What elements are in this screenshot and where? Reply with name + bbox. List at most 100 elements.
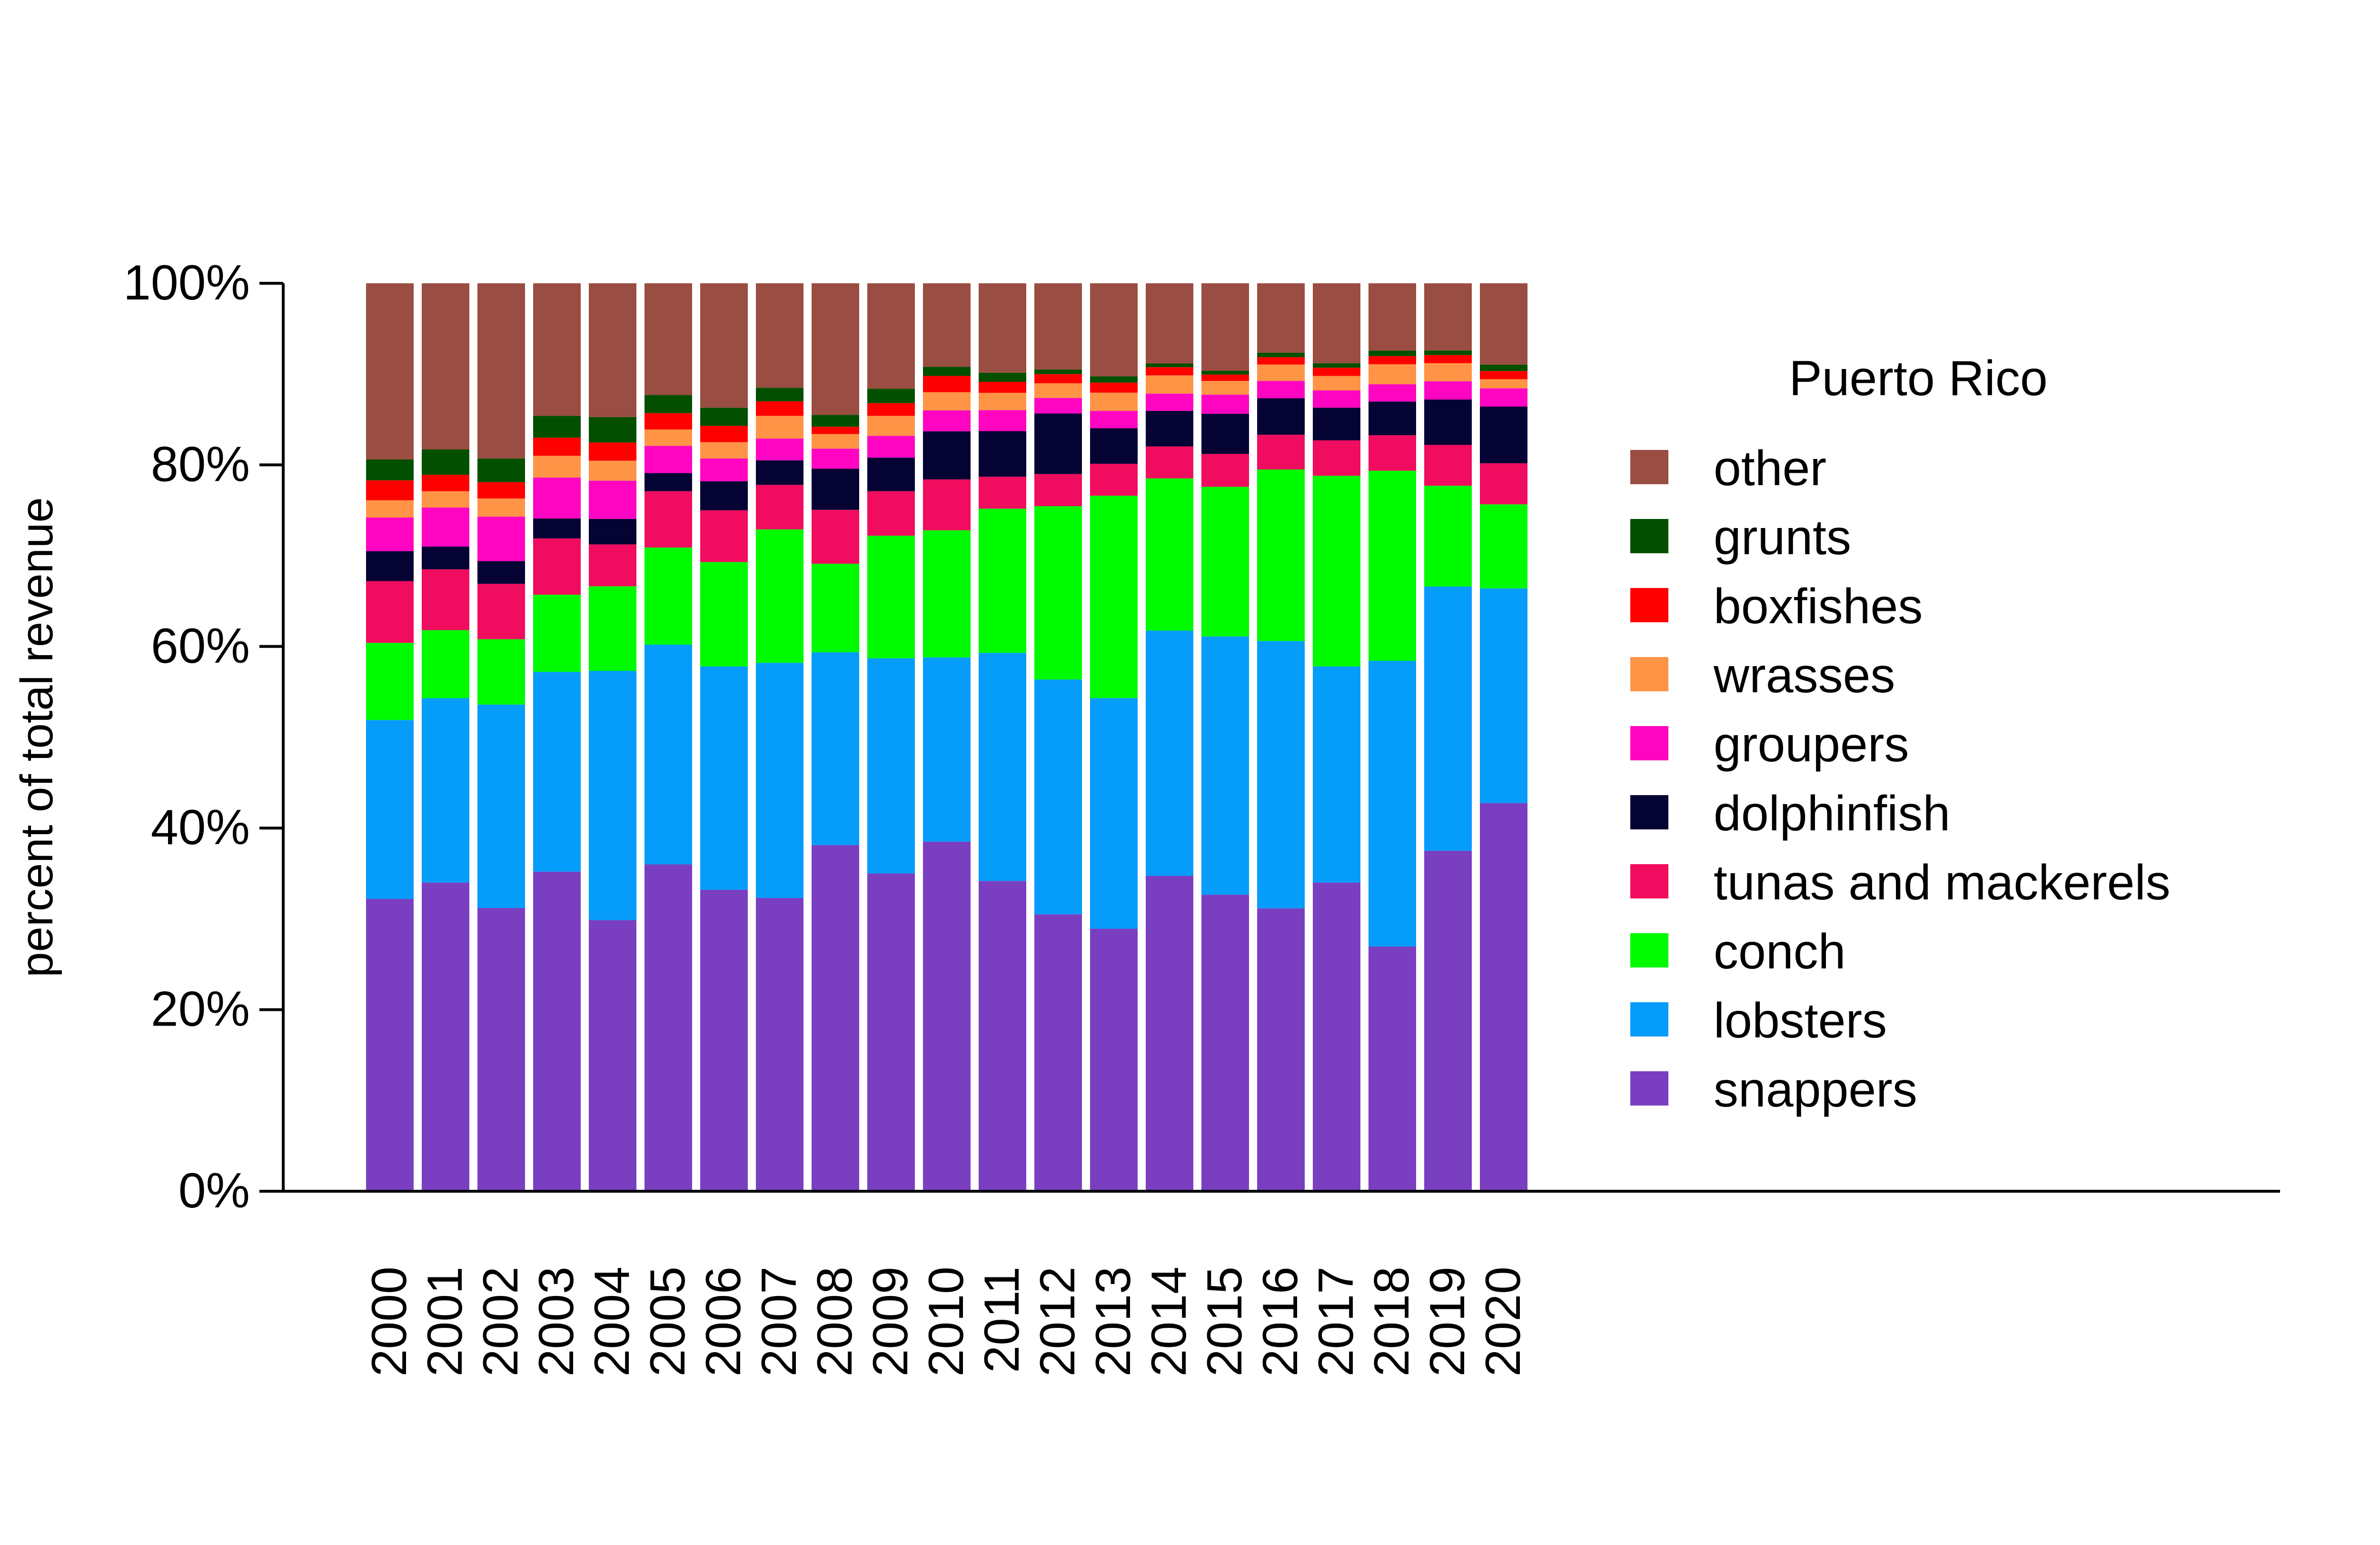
bar-segment-conch: [1034, 506, 1082, 680]
bar-segment-snappers: [1368, 946, 1416, 1191]
bar-segment-groupers: [1090, 411, 1138, 429]
bar-segment-groupers: [1201, 394, 1249, 414]
bar-segment-tunas-and-mackerels: [366, 581, 414, 643]
legend-label: dolphinfish: [1714, 786, 1950, 841]
bar-stack-2006: [700, 283, 748, 1191]
bar-segment-conch: [756, 529, 803, 663]
bar-segment-conch: [923, 530, 971, 658]
bar-segment-groupers: [756, 439, 803, 460]
bar-segment-tunas-and-mackerels: [1034, 474, 1082, 507]
bar-segment-groupers: [1424, 381, 1472, 400]
bar-segment-boxfishes: [923, 376, 971, 392]
bar-segment-other: [700, 283, 748, 408]
bar-segment-snappers: [1313, 882, 1360, 1191]
bar-segment-dolphinfish: [756, 460, 803, 485]
legend-label: snappers: [1714, 1062, 1917, 1117]
legend-label: other: [1714, 441, 1826, 496]
bar-segment-lobsters: [1034, 679, 1082, 915]
bar-segment-groupers: [422, 508, 469, 547]
bar-segment-grunts: [867, 389, 915, 403]
legend-swatch: [1630, 1002, 1668, 1037]
bar-segment-lobsters: [1313, 666, 1360, 883]
bar-segment-conch: [645, 547, 692, 645]
bar-stack-2015: [1201, 283, 1249, 1191]
bar-segment-conch: [1201, 487, 1249, 637]
x-tick-label: 2009: [863, 1266, 918, 1376]
bar-segment-snappers: [477, 908, 525, 1191]
bar-segment-other: [979, 283, 1026, 373]
bar-stack-2005: [645, 283, 692, 1191]
legend-swatch: [1630, 864, 1668, 898]
legend-label: wrasses: [1713, 648, 1895, 703]
bar-segment-tunas-and-mackerels: [923, 479, 971, 530]
bar-segment-boxfishes: [700, 426, 748, 442]
bar-segment-grunts: [422, 449, 469, 475]
y-tick-label: 40%: [151, 800, 250, 855]
bar-segment-other: [1257, 283, 1305, 353]
bar-segment-wrasses: [812, 434, 859, 449]
bar-segment-grunts: [812, 415, 859, 427]
bar-segment-tunas-and-mackerels: [1313, 440, 1360, 476]
bar-segment-dolphinfish: [1201, 414, 1249, 454]
bar-segment-boxfishes: [1480, 371, 1527, 379]
y-tick-label: 0%: [178, 1163, 250, 1218]
legend-swatch: [1630, 450, 1668, 484]
bar-segment-wrasses: [645, 429, 692, 446]
bar-segment-grunts: [756, 388, 803, 401]
bar-segment-other: [756, 283, 803, 388]
bar-segment-dolphinfish: [1368, 401, 1416, 436]
bar-segment-dolphinfish: [533, 518, 581, 538]
bar-segment-conch: [1313, 476, 1360, 667]
bar-stack-2012: [1034, 283, 1082, 1191]
bar-segment-dolphinfish: [1034, 413, 1082, 474]
bar-segment-wrasses: [422, 491, 469, 508]
bar-segment-wrasses: [700, 442, 748, 459]
bar-segment-tunas-and-mackerels: [1368, 435, 1416, 471]
legend: Puerto Rico other grunts boxfishes wrasses g…: [1630, 351, 2171, 1117]
bar-segment-snappers: [867, 873, 915, 1191]
bar-segment-other: [645, 283, 692, 395]
bar-segment-tunas-and-mackerels: [645, 491, 692, 548]
bar-segment-dolphinfish: [477, 561, 525, 584]
bar-segment-boxfishes: [533, 438, 581, 456]
axes-group: [282, 283, 2280, 1193]
legend-items: other grunts boxfishes wrasses groupers dolph…: [1630, 441, 2171, 1117]
bar-stack-2002: [477, 283, 525, 1191]
x-tick-label: 2013: [1086, 1266, 1141, 1376]
bar-segment-wrasses: [1424, 363, 1472, 381]
bar-segment-dolphinfish: [867, 458, 915, 491]
bar-segment-snappers: [1146, 876, 1193, 1191]
bar-segment-tunas-and-mackerels: [533, 538, 581, 595]
bar-segment-other: [589, 283, 636, 417]
bar-segment-other: [867, 283, 915, 389]
bar-segment-other: [1146, 283, 1193, 364]
bar-segment-wrasses: [1368, 364, 1416, 385]
legend-label: boxfishes: [1714, 579, 1923, 634]
bar-segment-other: [533, 283, 581, 416]
bar-segment-lobsters: [700, 666, 748, 890]
bar-segment-snappers: [589, 920, 636, 1191]
bar-segment-dolphinfish: [812, 468, 859, 510]
bar-segment-dolphinfish: [645, 473, 692, 491]
bar-segment-grunts: [1257, 352, 1305, 358]
bar-segment-conch: [979, 508, 1026, 653]
y-tick-label: 100%: [123, 255, 250, 310]
bar-segment-groupers: [700, 459, 748, 481]
y-ticks-group: 0% 20% 40% 60% 80% 100%: [123, 255, 283, 1218]
bar-segment-lobsters: [812, 652, 859, 845]
bar-segment-grunts: [1480, 364, 1527, 371]
bar-stack-2010: [923, 283, 971, 1191]
bar-segment-lobsters: [645, 644, 692, 865]
legend-label: grunts: [1714, 510, 1851, 565]
bar-segment-snappers: [1201, 895, 1249, 1191]
bar-segment-boxfishes: [1368, 356, 1416, 365]
bar-segment-grunts: [645, 395, 692, 413]
x-tick-label: 2006: [696, 1266, 751, 1376]
bar-segment-snappers: [979, 881, 1026, 1191]
bar-segment-grunts: [1201, 370, 1249, 375]
y-tick-label: 60%: [151, 618, 250, 674]
bar-segment-boxfishes: [422, 475, 469, 491]
bar-segment-snappers: [812, 845, 859, 1191]
x-tick-label: 2018: [1364, 1266, 1419, 1376]
bar-segment-lobsters: [1480, 588, 1527, 803]
